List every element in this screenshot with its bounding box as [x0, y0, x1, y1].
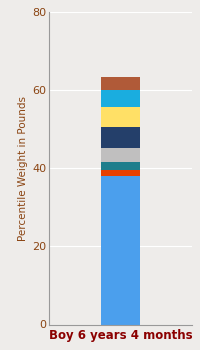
Bar	[101, 90, 140, 107]
Bar	[101, 77, 140, 90]
Bar	[101, 176, 140, 324]
Bar	[101, 107, 140, 127]
Bar	[101, 148, 140, 162]
Y-axis label: Percentile Weight in Pounds: Percentile Weight in Pounds	[18, 96, 28, 241]
Bar	[101, 162, 140, 170]
Bar	[101, 127, 140, 148]
Bar	[101, 170, 140, 176]
